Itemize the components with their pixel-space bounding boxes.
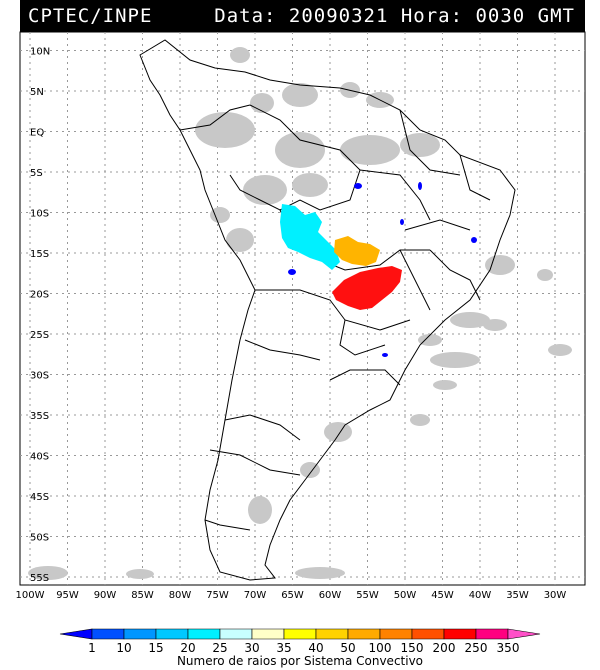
colorbar-label: 30	[244, 641, 259, 655]
longitude-label: 85W	[131, 590, 154, 601]
colorbar-segment	[443, 628, 477, 640]
colorbar-label: 50	[340, 641, 355, 655]
colorbar-label: 1	[88, 641, 96, 655]
colorbar-label: 200	[433, 641, 456, 655]
colorbar-label: 20	[180, 641, 195, 655]
longitude-labels: 100W 95W 90W 85W 80W 75W 70W 65W 60W 55W 50W 45W 40W…	[16, 590, 567, 601]
colorbar-segment	[347, 628, 381, 640]
colorbar-segment	[123, 628, 157, 640]
orange-system	[334, 236, 380, 266]
legend-title: Numero de raios por Sistema Convectivo	[176, 654, 424, 668]
cyan-system	[280, 204, 340, 270]
latitude-label: 20S	[30, 290, 49, 301]
latitude-label: 35S	[30, 411, 49, 422]
longitude-label: 40W	[469, 590, 492, 601]
colorbar-segment	[155, 628, 189, 640]
longitude-label: 65W	[281, 590, 304, 601]
colorbar-label: 250	[465, 641, 488, 655]
latitude-label: 10N	[30, 47, 50, 58]
colorbar-segment	[315, 628, 349, 640]
blue-cell	[418, 182, 422, 190]
longitude-label: 45W	[431, 590, 454, 601]
latitude-labels: 10N 5N EQ 5S 10S 15S 20S 25S 30S 35S 40S 45S 50S 55S	[30, 47, 50, 585]
latitude-label: 45S	[30, 492, 49, 503]
longitude-label: 70W	[244, 590, 267, 601]
colorbar-segment	[251, 628, 285, 640]
red-system	[332, 266, 402, 310]
legend-tick-labels: 1 10 15 20 25 30 35 40 50 100 150 200 250 350	[88, 641, 519, 655]
colorbar-label: 15	[148, 641, 163, 655]
latitude-label: 15S	[30, 249, 49, 260]
source-label: CPTEC/INPE	[28, 5, 153, 27]
map-header: CPTEC/INPE Data: 20090321 Hora: 0030 GMT	[20, 0, 585, 32]
latitude-label: 30S	[30, 371, 49, 382]
colorbar-label: 25	[212, 641, 227, 655]
longitude-label: 75W	[206, 590, 229, 601]
colorbar-label: 350	[497, 641, 520, 655]
colorbar-label: 150	[401, 641, 424, 655]
colorbar-label: 100	[369, 641, 392, 655]
longitude-label: 35W	[506, 590, 529, 601]
longitude-label: 80W	[169, 590, 192, 601]
blue-cell	[354, 183, 362, 189]
convective-systems	[280, 182, 477, 357]
colorbar-label: 35	[276, 641, 291, 655]
longitude-label: 30W	[544, 590, 567, 601]
latitude-label: 5N	[30, 87, 44, 98]
longitude-label: 100W	[16, 590, 45, 601]
colorbar-segment	[187, 628, 221, 640]
colorbar-segment	[507, 628, 541, 640]
blue-cell	[400, 219, 404, 225]
latitude-label: EQ	[30, 128, 44, 139]
colorbar-segment	[91, 628, 125, 640]
longitude-label: 90W	[94, 590, 117, 601]
latitude-label: 10S	[30, 209, 49, 220]
longitude-label: 60W	[319, 590, 342, 601]
datetime-label: Data: 20090321 Hora: 0030 GMT	[214, 5, 575, 27]
longitude-label: 55W	[356, 590, 379, 601]
colorbar-segment	[379, 628, 413, 640]
latitude-label: 40S	[30, 452, 49, 463]
latitude-label: 50S	[30, 533, 49, 544]
colorbar-segment	[283, 628, 317, 640]
latitude-label: 5S	[30, 168, 43, 179]
longitude-label: 95W	[56, 590, 79, 601]
latitude-label: 25S	[30, 330, 49, 341]
map-frame	[19, 31, 586, 586]
colorbar-label: 40	[308, 641, 323, 655]
blue-cell	[288, 269, 296, 275]
colorbar-segment	[219, 628, 253, 640]
blue-cell	[471, 237, 477, 243]
colorbar-segment	[475, 628, 509, 640]
legend-colorbar	[59, 628, 541, 640]
longitude-label: 50W	[394, 590, 417, 601]
colorbar-label: 10	[116, 641, 131, 655]
cloud-cover	[28, 47, 572, 580]
blue-cell	[382, 353, 388, 357]
colorbar-segment	[59, 628, 93, 640]
colorbar-segment	[411, 628, 445, 640]
latitude-label: 55S	[30, 573, 49, 584]
